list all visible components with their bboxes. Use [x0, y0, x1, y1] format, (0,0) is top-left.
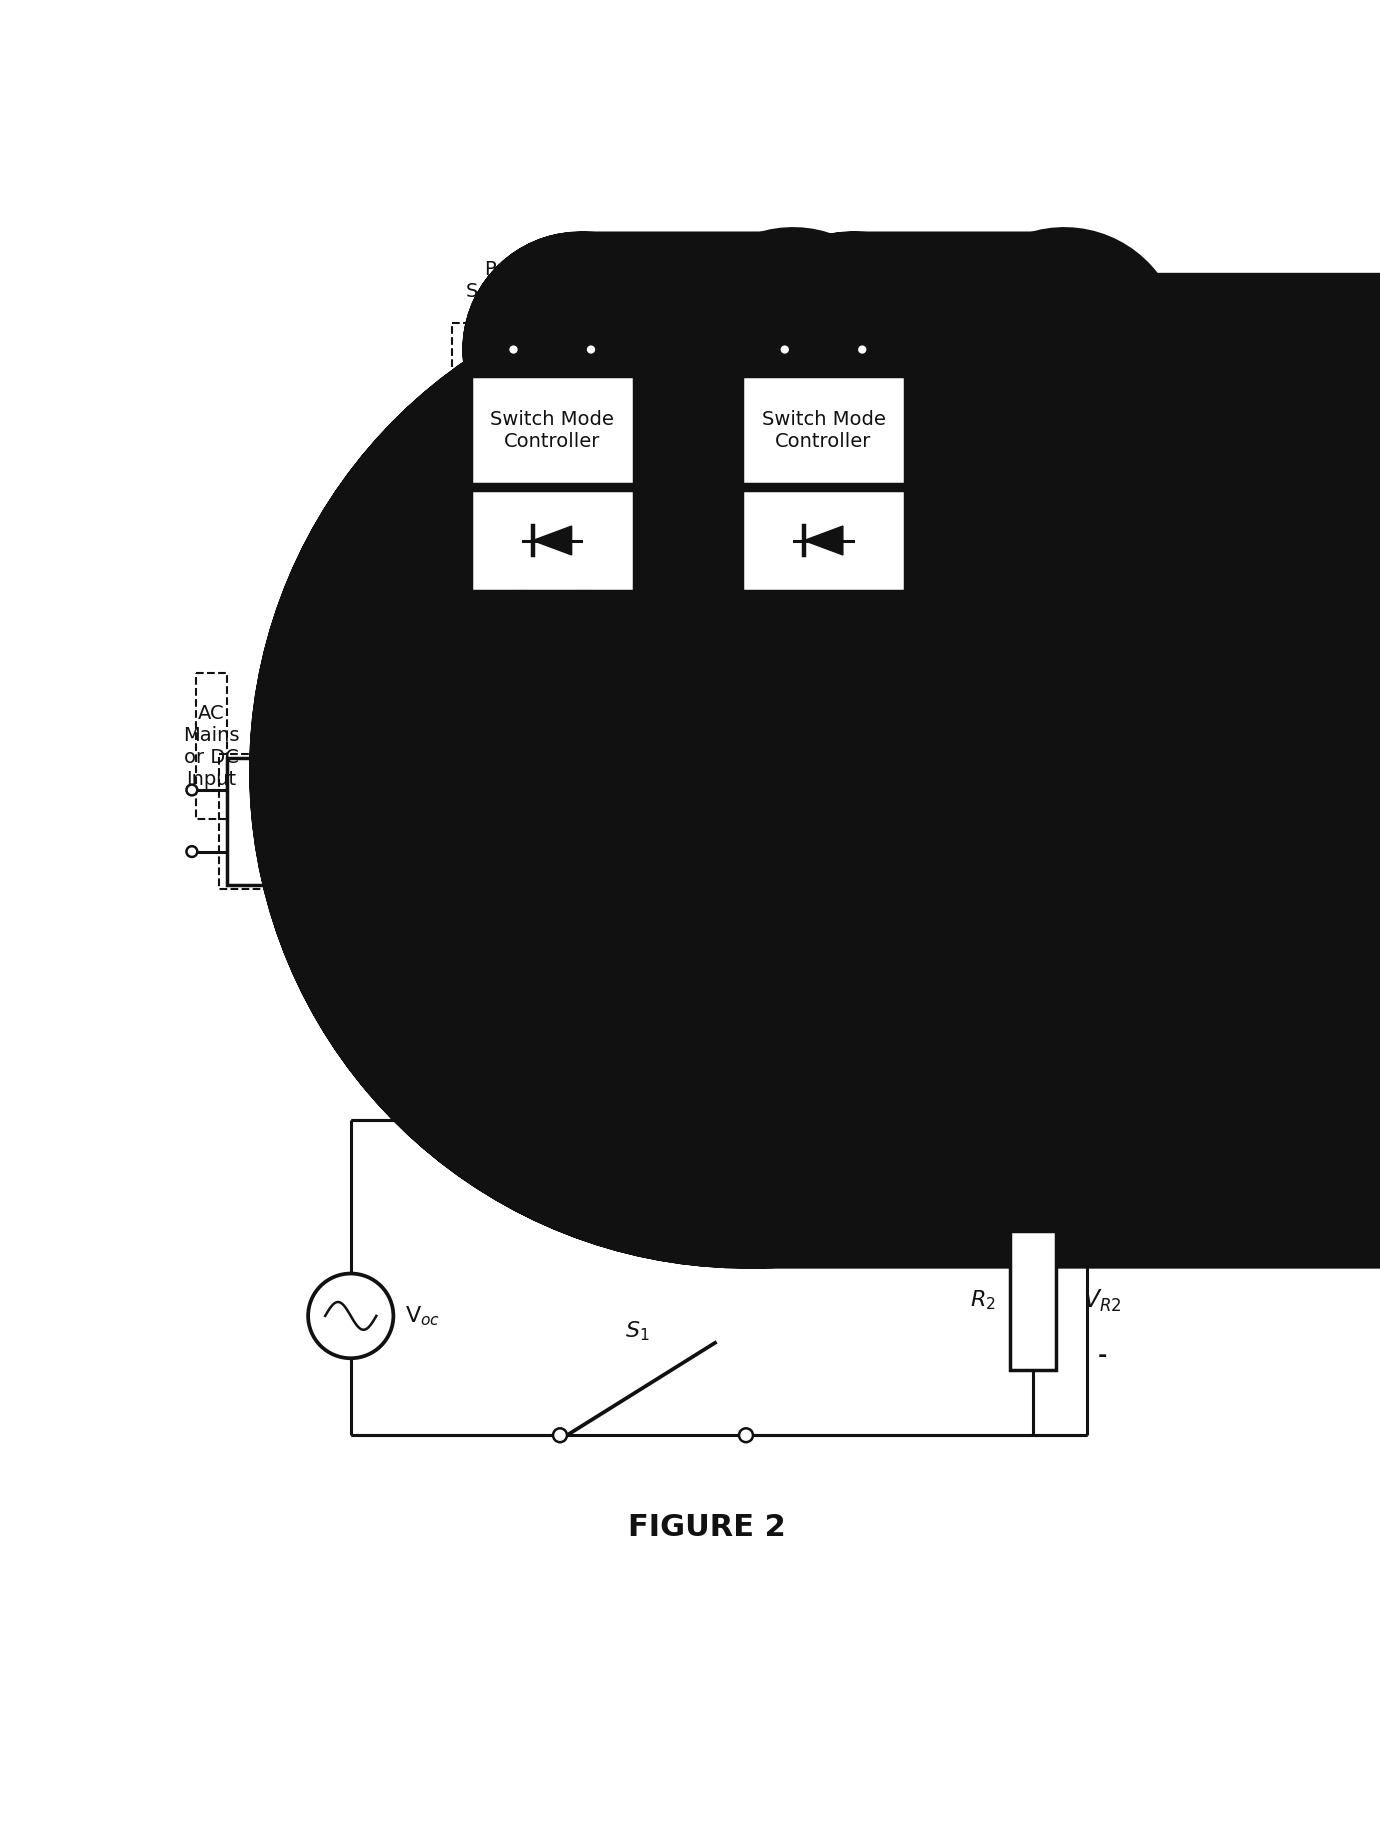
Polygon shape [533, 527, 571, 556]
Text: $R_2$: $R_2$ [970, 1288, 995, 1312]
Bar [226, 758, 428, 885]
Text: $i_L$: $i_L$ [734, 1141, 749, 1164]
Text: Parallel Tuned
Secondary Pickup: Parallel Tuned Secondary Pickup [466, 261, 639, 301]
Bar [742, 490, 905, 590]
Polygon shape [805, 527, 843, 556]
Text: I₁: I₁ [693, 778, 707, 798]
Text: V$_{oc}$: V$_{oc}$ [404, 1305, 440, 1328]
Text: FIGURE 2: FIGURE 2 [628, 1512, 787, 1541]
Circle shape [780, 344, 791, 355]
Text: Series Tuned
Secondary Pickup: Series Tuned Secondary Pickup [737, 261, 909, 301]
Text: Vₒ: Vₒ [809, 322, 831, 343]
Text: Power Supply +
Output
Compensation: Power Supply + Output Compensation [250, 789, 404, 853]
Text: $V_{R2}$: $V_{R2}$ [1083, 1288, 1122, 1314]
Text: Vₒ: Vₒ [538, 322, 559, 343]
Bar [742, 377, 905, 485]
Bar [471, 377, 633, 485]
Bar [196, 672, 226, 820]
Text: Switch Mode
Controller: Switch Mode Controller [490, 410, 614, 450]
Text: FIGURE 1: FIGURE 1 [628, 913, 787, 942]
Bar [428, 776, 1184, 885]
Text: Primary Supply: Primary Supply [1032, 860, 1180, 880]
Circle shape [585, 344, 596, 355]
Text: AC
Mains
or DC
Input: AC Mains or DC Input [184, 703, 240, 789]
Bar [723, 322, 925, 811]
Text: +: + [813, 1073, 831, 1093]
Text: +: + [1093, 1235, 1112, 1255]
Text: $C_2$: $C_2$ [834, 1157, 860, 1181]
Circle shape [740, 1428, 753, 1443]
Text: $S_1$: $S_1$ [625, 1319, 650, 1343]
Text: - V$_c$: - V$_c$ [904, 1071, 943, 1095]
Text: -: - [1098, 1346, 1107, 1366]
Text: $L_2$: $L_2$ [541, 1142, 563, 1166]
Circle shape [186, 785, 197, 796]
Bar [219, 754, 1188, 889]
Text: Switch Mode
Controller: Switch Mode Controller [762, 410, 886, 450]
Bar [1010, 1232, 1056, 1370]
Bar [451, 322, 653, 811]
Circle shape [186, 845, 197, 856]
Circle shape [857, 344, 868, 355]
Circle shape [508, 344, 519, 355]
Bar [471, 490, 633, 590]
Text: Primary Track Inductance L₁: Primary Track Inductance L₁ [661, 814, 951, 834]
Circle shape [553, 1428, 567, 1443]
